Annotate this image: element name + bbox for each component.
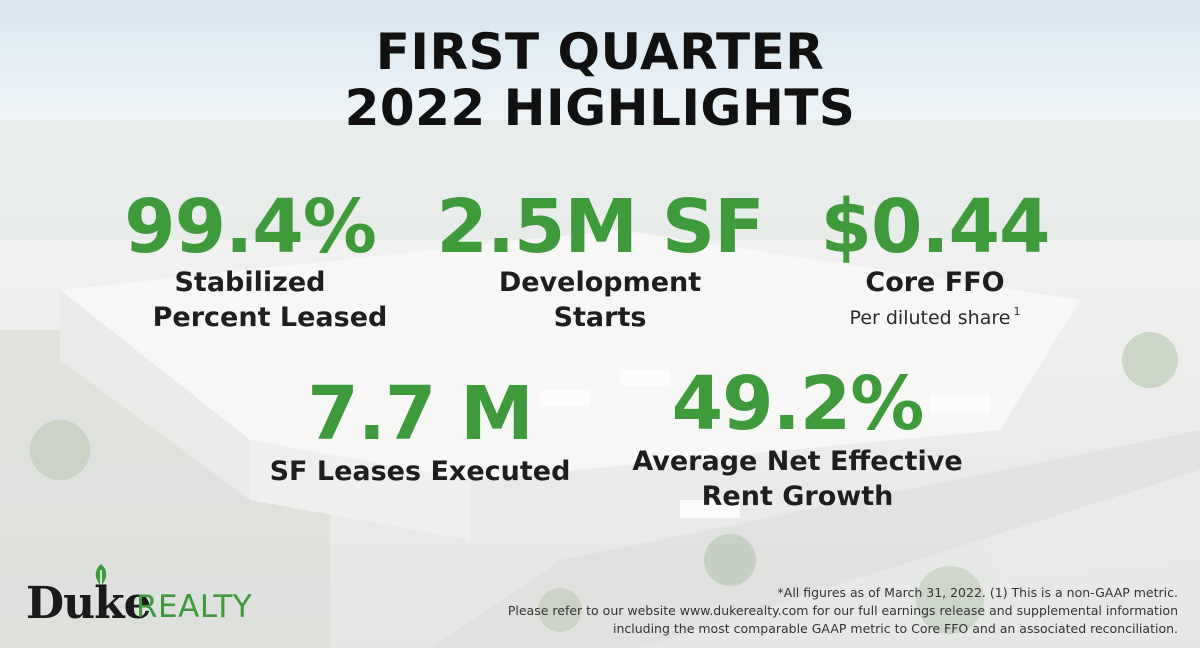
stat-value: 7.7 M: [307, 371, 534, 457]
stat-value: 49.2%: [671, 361, 925, 447]
stat-sublabel-text: Per diluted share: [849, 307, 1011, 329]
stat-stabilized-leased: 99.4% Stabilized Percent Leased: [100, 185, 400, 335]
footnote-marker: 1: [1013, 305, 1021, 318]
title-line-1: FIRST QUARTER: [375, 23, 825, 81]
stat-rent-growth: 49.2% Average Net Effective Rent Growth: [600, 362, 995, 514]
logo-word-duke: Duke: [26, 578, 152, 629]
logo-word-realty: REALTY: [136, 589, 253, 625]
stat-development-starts: 2.5M SF Development Starts: [425, 185, 775, 335]
stat-label: Rent Growth: [701, 481, 894, 512]
stat-sublabel: Per diluted share 1: [800, 300, 1070, 330]
stat-label: Percent Leased: [152, 302, 388, 333]
stat-label: SF Leases Executed: [269, 456, 571, 487]
duke-realty-logo: Duke REALTY: [26, 564, 296, 629]
leaf-icon: [95, 564, 107, 588]
stat-label: Starts: [553, 302, 647, 333]
stat-label: Stabilized: [174, 267, 326, 298]
footnote-line: *All figures as of March 31, 2022. (1) T…: [777, 585, 1178, 600]
stat-value: 2.5M SF: [436, 184, 764, 270]
footnote: *All figures as of March 31, 2022. (1) T…: [418, 584, 1178, 638]
footnote-line: Please refer to our website www.dukereal…: [507, 603, 1178, 618]
stat-value: $0.44: [820, 184, 1050, 270]
stat-value: 99.4%: [124, 184, 377, 270]
stat-label: Average Net Effective: [632, 446, 963, 477]
footnote-line: including the most comparable GAAP metri…: [612, 621, 1178, 636]
title-line-2: 2022 HIGHLIGHTS: [344, 79, 856, 137]
stat-label: Development: [498, 267, 702, 298]
stat-leases-executed: 7.7 M SF Leases Executed: [235, 372, 605, 489]
stat-core-ffo: $0.44 Core FFO Per diluted share 1: [800, 185, 1070, 330]
stat-label: Core FFO: [865, 267, 1005, 298]
